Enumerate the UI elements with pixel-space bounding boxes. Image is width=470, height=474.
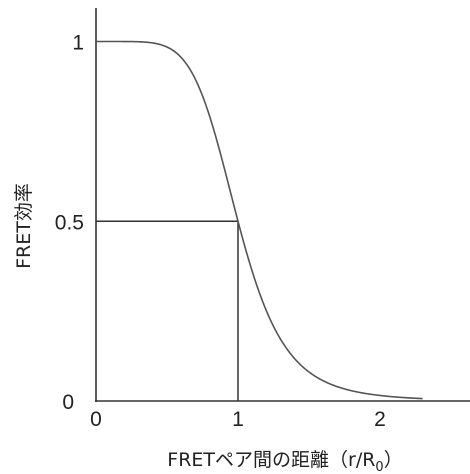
x-axis-title: FRETペア間の距離（r/R0） <box>167 449 402 474</box>
y-tick-label-1: 1 <box>72 32 84 55</box>
y-tick-label-0: 0 <box>62 391 74 414</box>
x-tick-label-2: 2 <box>374 408 386 431</box>
series-line-fret-efficiency <box>96 40 423 400</box>
x-axis-title-close: ） <box>384 449 403 471</box>
x-axis-title-text: FRETペア間の距離（r/R <box>167 449 375 471</box>
y-axis-title: FRET効率 <box>13 183 35 269</box>
x-tick-label-1: 1 <box>232 408 244 431</box>
x-tick-label-0: 0 <box>90 408 102 431</box>
plot-area: 0 1 2 0 0.5 1 <box>55 8 470 431</box>
x-axis-title-subscript: 0 <box>375 460 383 474</box>
y-tick-label-0-5: 0.5 <box>55 211 84 234</box>
